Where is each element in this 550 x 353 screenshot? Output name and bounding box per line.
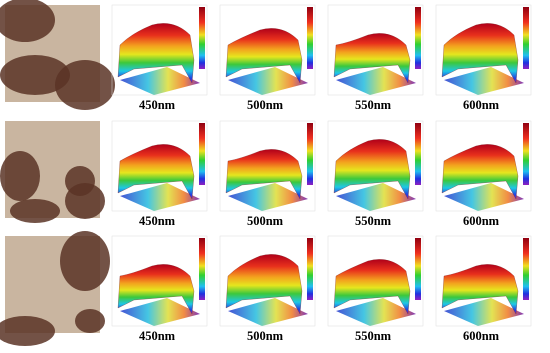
plot-surface: [225, 28, 303, 84]
plot-floor: [444, 183, 524, 211]
wavelength-label: 450nm: [139, 98, 176, 112]
plot-surface: [333, 259, 411, 315]
plot-floor: [228, 183, 308, 211]
plot-box: [435, 120, 532, 212]
wavelength-label: 600nm: [463, 98, 500, 112]
photo-patch: [65, 183, 105, 219]
photo-patch: [0, 316, 55, 346]
plot-box: [219, 4, 316, 96]
plot-floor: [444, 67, 524, 95]
color-bar: [307, 123, 313, 185]
plot-box: [219, 235, 316, 327]
plot-floor: [120, 183, 200, 211]
wavelength-label: 550nm: [355, 98, 392, 112]
color-bar: [199, 123, 205, 185]
plot-surface: [117, 23, 195, 84]
surface-plot: [435, 235, 532, 327]
plot-box: [435, 4, 532, 96]
surface-plot: [435, 4, 532, 96]
surface-plot: [327, 4, 424, 96]
plot-box: [111, 120, 208, 212]
plot-surface: [225, 149, 303, 200]
plot-surface: [441, 144, 519, 200]
photo-patch: [55, 60, 115, 110]
color-bar: [307, 7, 313, 69]
photo-patch: [75, 309, 105, 333]
wavelength-label: 500nm: [247, 98, 284, 112]
color-bar: [523, 7, 529, 69]
wavelength-label: 450nm: [139, 214, 176, 228]
plot-box: [327, 120, 424, 212]
plot-box: [219, 120, 316, 212]
surface-plot: [219, 235, 316, 327]
color-bar: [523, 238, 529, 300]
surface-plot: [111, 4, 208, 96]
wavelength-label: 600nm: [463, 329, 500, 343]
plot-box: [111, 235, 208, 327]
surface-plot: [219, 4, 316, 96]
plot-surface: [333, 33, 411, 84]
color-bar: [199, 7, 205, 69]
surface-plot: [111, 120, 208, 212]
plot-box: [435, 235, 532, 327]
plot-surface: [117, 264, 195, 315]
plot-surface: [333, 139, 411, 200]
surface-plot: [111, 235, 208, 327]
wavelength-label: 550nm: [355, 214, 392, 228]
wavelength-label: 500nm: [247, 214, 284, 228]
plot-floor: [228, 67, 308, 95]
plot-floor: [444, 298, 524, 326]
color-bar: [415, 7, 421, 69]
photo-patch: [0, 55, 70, 95]
photo-patch: [0, 0, 55, 42]
plot-surface: [441, 23, 519, 84]
plot-surface: [117, 144, 195, 200]
plot-floor: [336, 67, 416, 95]
wavelength-label: 550nm: [355, 329, 392, 343]
plot-floor: [228, 298, 308, 326]
surface-plot: [327, 235, 424, 327]
color-bar: [523, 123, 529, 185]
color-bar: [307, 238, 313, 300]
plot-floor: [120, 67, 200, 95]
surface-plot: [219, 120, 316, 212]
wavelength-label: 600nm: [463, 214, 500, 228]
surface-plot: [435, 120, 532, 212]
plot-box: [327, 4, 424, 96]
wavelength-label: 500nm: [247, 329, 284, 343]
photo-patch: [0, 151, 40, 201]
plot-box: [327, 235, 424, 327]
plot-surface: [225, 254, 303, 315]
plot-box: [111, 4, 208, 96]
plot-floor: [336, 183, 416, 211]
color-bar: [199, 238, 205, 300]
surface-plot: [327, 120, 424, 212]
plot-floor: [336, 298, 416, 326]
color-bar: [415, 238, 421, 300]
plot-floor: [120, 298, 200, 326]
photo-patch: [60, 231, 110, 291]
plot-surface: [441, 264, 519, 315]
wavelength-label: 450nm: [139, 329, 176, 343]
color-bar: [415, 123, 421, 185]
photo-patch: [10, 199, 60, 223]
